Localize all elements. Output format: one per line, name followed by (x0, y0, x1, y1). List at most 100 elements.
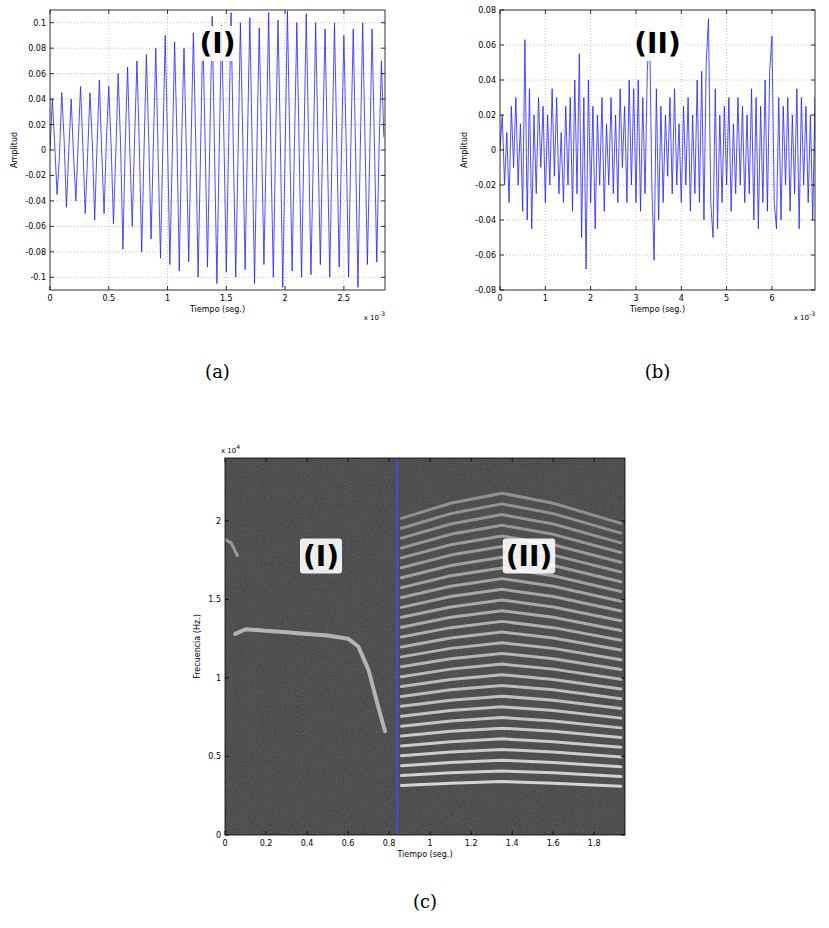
y-tick (225, 835, 229, 836)
grid-line-y (50, 175, 385, 176)
x-tick-top (771, 10, 772, 14)
x-axis-title: Tiempo (seg.) (396, 850, 452, 859)
spectral-track (401, 653, 620, 669)
x-tick-label: 0.2 (260, 839, 273, 848)
y-tick-right (621, 677, 625, 678)
x-tick (226, 286, 227, 290)
y-tick-label: 0.06 (478, 41, 496, 50)
grid-line-y (50, 200, 385, 201)
axis-multiplier: x 10-3 (364, 310, 385, 322)
x-tick (594, 831, 595, 835)
y-tick (50, 200, 54, 201)
y-tick (225, 520, 229, 521)
x-tick-top (389, 458, 390, 462)
x-tick (512, 831, 513, 835)
multiplier-exponent: -3 (809, 310, 815, 317)
x-tick-label: 1.4 (506, 839, 519, 848)
grid-line-y (500, 255, 815, 256)
x-tick (266, 831, 267, 835)
x-tick-label: 0.4 (301, 839, 314, 848)
spectral-track (401, 771, 620, 777)
y-tick (500, 290, 504, 291)
multiplier-exponent: -3 (379, 310, 385, 317)
x-tick (225, 831, 226, 835)
y-tick (50, 22, 54, 23)
x-tick-top (500, 10, 501, 14)
x-tick-label: 0.6 (342, 839, 355, 848)
x-tick-label: 5 (724, 294, 729, 303)
spectral-track (225, 540, 237, 556)
grid-line-x (726, 10, 727, 290)
y-tick-right (621, 756, 625, 757)
y-tick (50, 150, 54, 151)
spectrogram-noise (225, 458, 625, 835)
annotation: (II) (634, 27, 680, 60)
plot-frame (500, 10, 815, 290)
y-tick-label: -0.1 (30, 273, 46, 282)
x-tick-top (343, 10, 344, 14)
plot-frame (50, 10, 385, 290)
panel-label: (c) (413, 891, 437, 912)
x-tick-label: 1.2 (465, 839, 478, 848)
plot-frame (225, 458, 625, 835)
axis-multiplier: x 104 (221, 443, 240, 455)
y-tick-right (811, 150, 815, 151)
y-tick-label: 2 (216, 517, 221, 526)
y-tick-label: 0 (491, 146, 496, 155)
x-tick-top (590, 10, 591, 14)
x-tick-label: 0 (222, 839, 227, 848)
y-tick-right (811, 220, 815, 221)
y-tick-label: 0.04 (28, 95, 46, 104)
x-tick-label: 1.8 (588, 839, 601, 848)
x-tick-label: 1 (165, 294, 170, 303)
grid-line-y (50, 150, 385, 151)
x-tick-label: 1.6 (547, 839, 560, 848)
y-tick-label: -0.04 (25, 197, 46, 206)
y-tick (50, 226, 54, 227)
y-axis-title: Frecuencia (Hz.) (193, 614, 202, 679)
annotation-patch (631, 26, 683, 61)
y-tick-label: 1.5 (208, 595, 221, 604)
x-tick (545, 286, 546, 290)
x-tick-label: 2.5 (337, 294, 350, 303)
x-tick (726, 286, 727, 290)
y-tick-label: 1 (216, 674, 221, 683)
y-tick-label: 0.5 (208, 752, 221, 761)
x-tick-top (50, 10, 51, 14)
spectral-track (401, 685, 620, 698)
annotation: (I) (199, 27, 235, 60)
y-tick-label: -0.02 (25, 171, 46, 180)
x-tick-top (726, 10, 727, 14)
annotation-patch (300, 539, 342, 574)
grid-line-x (108, 10, 109, 290)
y-tick (500, 255, 504, 256)
grid-line-y (500, 80, 815, 81)
x-tick-top (167, 10, 168, 14)
y-tick-right (811, 45, 815, 46)
grid-line-y (50, 73, 385, 74)
y-tick-right (381, 175, 385, 176)
y-tick-right (811, 10, 815, 11)
x-tick (430, 831, 431, 835)
y-tick-right (811, 80, 815, 81)
x-tick (389, 831, 390, 835)
x-axis-title: Tiempo (seg.) (189, 305, 245, 314)
y-tick-label: 0.02 (478, 111, 496, 120)
x-tick-label: 2 (283, 294, 288, 303)
y-tick (225, 599, 229, 600)
x-axis-title: Tiempo (seg.) (629, 305, 685, 314)
y-tick-right (381, 226, 385, 227)
x-tick (348, 831, 349, 835)
y-axis-title: Amplitud (460, 132, 469, 168)
x-tick (285, 286, 286, 290)
x-tick (635, 286, 636, 290)
y-tick (50, 48, 54, 49)
y-tick-right (811, 255, 815, 256)
y-tick-label: -0.02 (475, 181, 496, 190)
plot-area (50, 10, 385, 290)
y-tick-right (811, 185, 815, 186)
x-tick (681, 286, 682, 290)
plot-area (225, 458, 625, 835)
y-tick (50, 73, 54, 74)
y-tick-label: -0.08 (25, 248, 46, 257)
